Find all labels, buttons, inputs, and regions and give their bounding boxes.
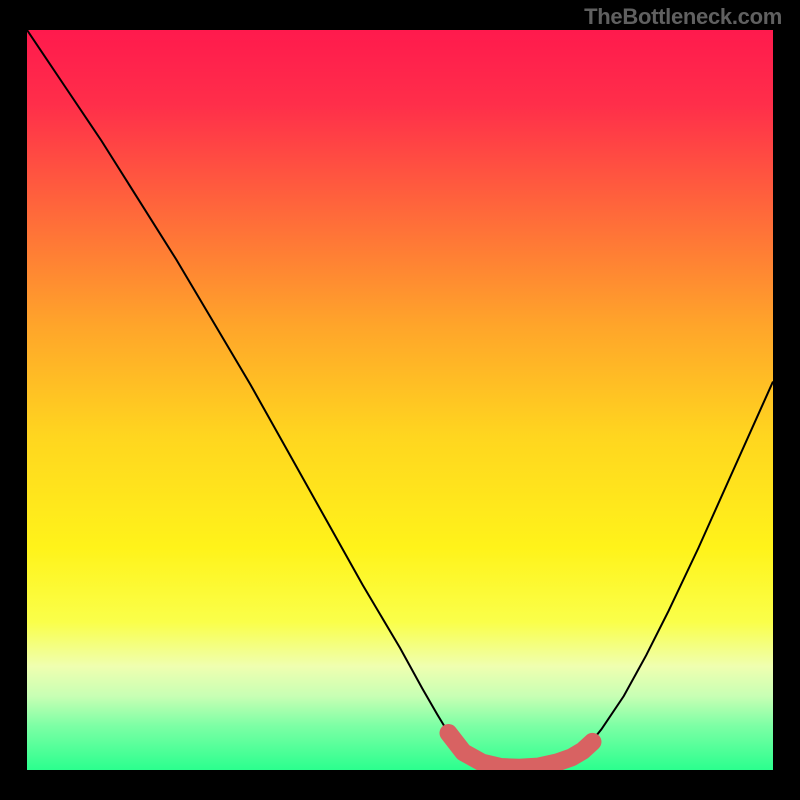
chart-frame: TheBottleneck.com bbox=[0, 0, 800, 800]
plot-background bbox=[27, 30, 773, 770]
attribution-text: TheBottleneck.com bbox=[584, 4, 782, 30]
bottleneck-chart bbox=[0, 0, 800, 800]
